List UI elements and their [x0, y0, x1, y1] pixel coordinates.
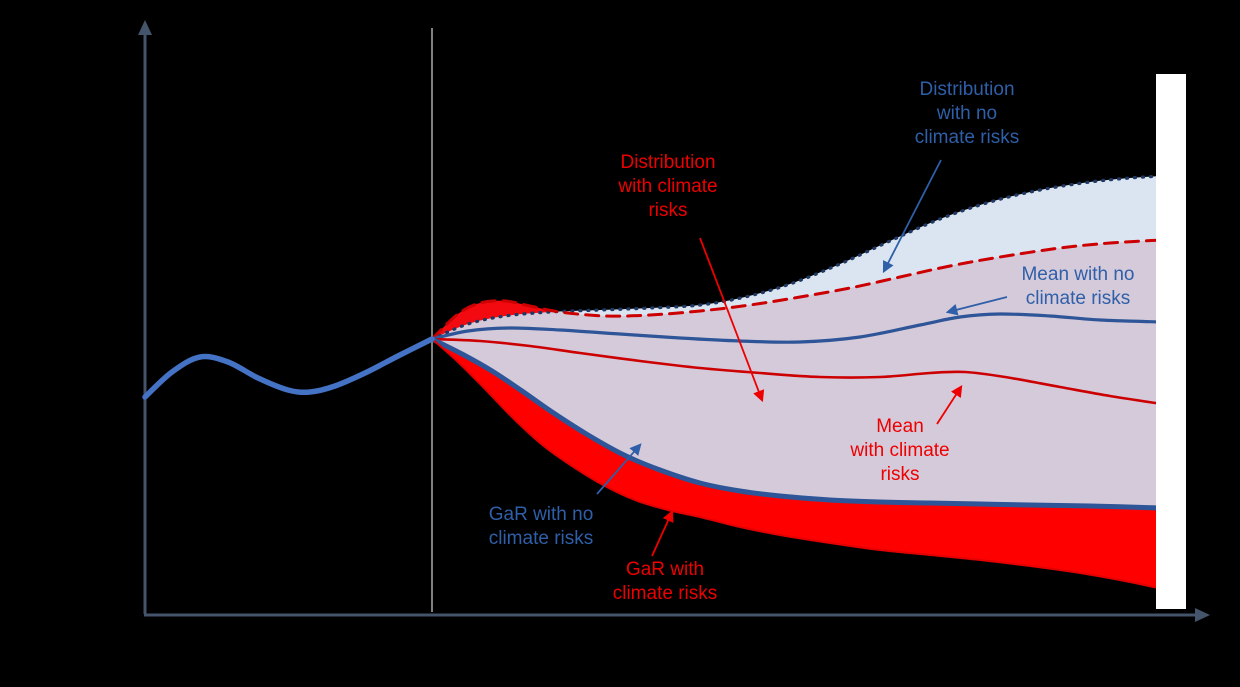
end-period-bar	[1156, 74, 1186, 609]
mean-no-climate-risks-arrow	[945, 296, 1008, 316]
distribution-no-climate-risks-arrow	[882, 159, 942, 274]
annotation-gar-climate-risks: GaR with climate risks	[613, 509, 718, 604]
line-historical	[142, 336, 435, 400]
distribution-climate-risks-arrow	[699, 237, 765, 403]
line-blue_bottom	[429, 336, 1165, 511]
gar-no-climate-risks-arrow	[596, 443, 642, 495]
x-axis-arrowhead	[1195, 608, 1210, 622]
line-red_top	[430, 238, 1164, 341]
mean-no-climate-risks-label: Mean with no climate risks	[1021, 264, 1134, 309]
annotation-mean-no-climate-risks: Mean with no climate risks	[945, 264, 1135, 316]
annotation-distribution-climate-risks: Distribution with climate risks	[617, 152, 765, 403]
gar-climate-risks-label: GaR with climate risks	[613, 559, 718, 604]
annotation-distribution-no-climate-risks: Distribution with no climate risks	[882, 79, 1020, 274]
annotation-gar-no-climate-risks: GaR with no climate risks	[489, 443, 642, 549]
line-red_mean	[430, 337, 1164, 406]
distribution-climate-risks-label: Distribution with climate risks	[617, 152, 717, 221]
line-red_bottom	[431, 338, 1163, 590]
annotation-mean-climate-risks: Mean with climate risks	[849, 385, 963, 485]
line-blue_top	[430, 174, 1164, 341]
distribution-no-climate-risks-label: Distribution with no climate risks	[915, 79, 1020, 148]
mean-climate-risks-label: Mean with climate risks	[849, 416, 949, 485]
line-blue_mean	[430, 312, 1164, 344]
gar-no-climate-risks-label: GaR with no climate risks	[489, 504, 594, 549]
distribution-overlap-tint	[432, 240, 1162, 508]
y-axis-arrowhead	[138, 20, 152, 35]
mean-climate-risks-arrow	[936, 385, 963, 425]
gar-climate-risks-arrow	[651, 509, 674, 557]
